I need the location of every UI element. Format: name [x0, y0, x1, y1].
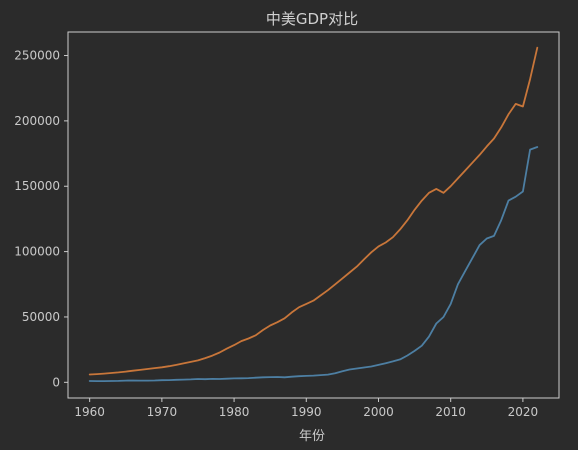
series-line-1: [88, 46, 539, 376]
series-line-2: [88, 146, 539, 383]
x-axis-title: 年份: [299, 429, 325, 444]
x-axis: 1960 1970 1980 1990 2000 2010 2020: [74, 398, 538, 419]
axes-border: [67, 31, 560, 399]
y-tick-label: 0: [52, 375, 60, 389]
axes-frame: [67, 31, 560, 399]
y-axis: 0 50000 100000 150000 200000 250000: [14, 49, 68, 389]
x-tick-label: 1960: [74, 405, 105, 419]
y-tick-label: 150000: [14, 179, 60, 193]
y-tick-label: 50000: [22, 310, 60, 324]
y-tick-label: 250000: [14, 49, 60, 63]
series-lines: [88, 46, 539, 383]
x-tick-label: 1970: [147, 405, 178, 419]
x-tick-label: 2000: [363, 405, 394, 419]
chart-title: 中美GDP对比: [266, 10, 358, 28]
x-tick-label: 2020: [508, 405, 539, 419]
y-tick-label: 200000: [14, 114, 60, 128]
x-tick-label: 2010: [435, 405, 466, 419]
x-tick-label: 1980: [219, 405, 250, 419]
x-tick-label: 1990: [291, 405, 322, 419]
y-tick-label: 100000: [14, 245, 60, 259]
